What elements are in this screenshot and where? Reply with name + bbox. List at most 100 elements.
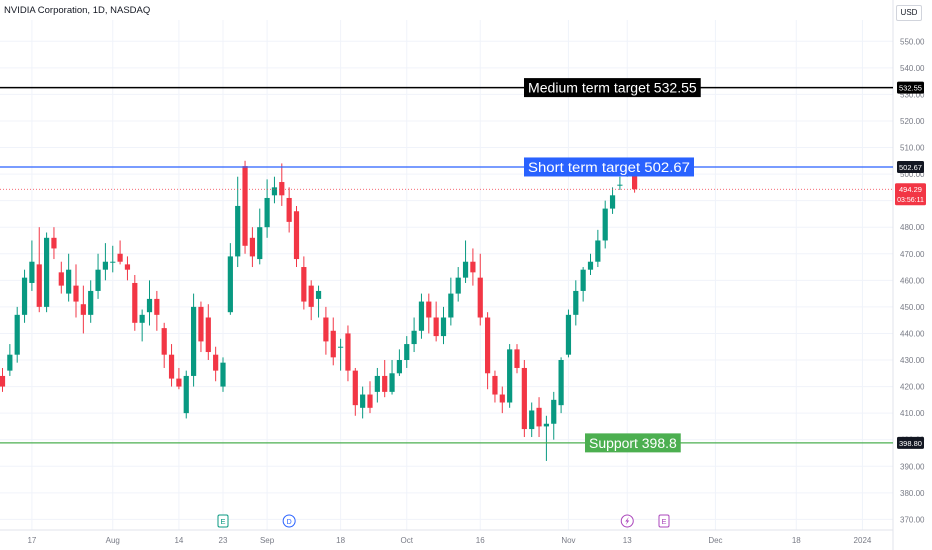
candle-body	[632, 166, 638, 190]
earnings-icon-letter: E	[220, 517, 225, 526]
y-tick-label: 410.00	[900, 409, 925, 418]
candle-body	[168, 354, 175, 379]
candle-body	[602, 208, 608, 241]
y-tick-label: 440.00	[900, 329, 925, 338]
earnings-icon[interactable]	[217, 514, 229, 528]
dividend-icon[interactable]	[282, 514, 296, 528]
candle-body	[257, 227, 263, 260]
candle-body	[235, 205, 241, 257]
y-tick-label: 370.00	[900, 515, 925, 524]
candle-body	[132, 282, 138, 323]
candle-body	[352, 370, 358, 406]
candle-body	[301, 267, 307, 302]
candle-body	[139, 314, 145, 323]
candle-body	[80, 304, 86, 315]
short-term-target-label: Short term target 502.67	[528, 160, 690, 175]
candle-body	[176, 378, 182, 387]
candle-body	[330, 330, 336, 358]
y-tick-label: 420.00	[900, 383, 925, 392]
candle-body	[0, 375, 6, 387]
candle-body	[183, 375, 189, 414]
x-tick-label: Sep	[260, 536, 275, 545]
medium-term-target-price-tag-text: 532.55	[899, 84, 922, 93]
candle-body	[21, 277, 28, 315]
y-tick-label: 470.00	[900, 250, 925, 259]
candle-body	[220, 362, 226, 387]
x-tick-label: Aug	[106, 536, 120, 545]
candle-body	[580, 269, 586, 291]
candle-body	[345, 333, 351, 371]
earnings-icon[interactable]	[658, 514, 670, 528]
y-tick-label: 380.00	[900, 489, 925, 498]
candle-body	[477, 277, 483, 318]
candle-body	[205, 317, 211, 353]
candle-body	[587, 261, 594, 270]
symbol-title[interactable]: NVIDIA Corporation, 1D, NASDAQ	[4, 5, 151, 16]
support-label-box	[585, 433, 681, 453]
candle-body	[338, 346, 344, 348]
x-tick-label: 13	[623, 536, 632, 545]
candle-body	[315, 290, 322, 299]
candle-body	[595, 240, 601, 262]
candle-body	[492, 375, 498, 395]
candle-body	[418, 301, 425, 331]
candle-body	[529, 410, 535, 430]
y-tick-label: 450.00	[900, 303, 925, 312]
candle-body	[507, 349, 513, 403]
x-tick-label: 14	[174, 536, 183, 545]
x-tick-label: 18	[792, 536, 801, 545]
candle-body	[374, 375, 380, 392]
y-tick-label: 390.00	[900, 462, 925, 471]
candle-body	[66, 269, 72, 294]
candle-body	[440, 317, 447, 337]
candle-body	[433, 317, 439, 337]
currency-button[interactable]: USD	[896, 5, 922, 21]
candle-body	[191, 306, 197, 376]
candle-body	[7, 354, 13, 371]
candle-body	[411, 330, 417, 345]
support-label: Support 398.8	[589, 436, 677, 451]
x-tick-label: 23	[219, 536, 228, 545]
short-term-target-label-box	[524, 157, 694, 177]
candle-body	[551, 399, 557, 424]
candle-body	[521, 367, 527, 430]
last-price-value: 494.29	[899, 185, 922, 194]
candle-body	[264, 197, 270, 228]
candle-body	[117, 253, 123, 262]
candle-body	[323, 317, 329, 342]
earnings-icon-letter: E	[661, 517, 666, 526]
candle-body	[499, 394, 505, 403]
candle-body	[110, 261, 116, 263]
candle-body	[367, 394, 373, 408]
x-tick-label: 2024	[854, 536, 872, 545]
candle-body	[565, 314, 572, 355]
candle-body	[573, 290, 579, 315]
candle-body	[58, 272, 64, 286]
candle-body	[485, 317, 491, 374]
y-tick-label: 430.00	[900, 356, 925, 365]
candle-body	[308, 285, 314, 307]
x-tick-label: 17	[27, 536, 36, 545]
medium-term-target-label: Medium term target 532.55	[528, 81, 697, 96]
candle-body	[51, 237, 57, 249]
y-tick-label: 550.00	[900, 37, 925, 46]
short-term-target-price-tag-text: 502.67	[899, 163, 922, 172]
candle-body	[44, 237, 50, 307]
short-term-target-price-tag	[897, 160, 924, 173]
candle-body	[124, 264, 131, 270]
y-tick-label: 540.00	[900, 64, 925, 73]
y-tick-label: 520.00	[900, 117, 925, 126]
y-tick-label: 530.00	[900, 90, 925, 99]
candle-body	[227, 256, 233, 313]
support-price-tag	[897, 436, 924, 449]
candle-body	[360, 394, 366, 408]
candle-body	[36, 264, 42, 307]
candle-body	[161, 328, 167, 355]
y-tick-label: 500.00	[900, 170, 925, 179]
candle-body	[404, 344, 410, 360]
candle-body	[198, 306, 204, 342]
candle-body	[95, 269, 101, 291]
candle-body	[396, 360, 402, 374]
bar-countdown: 03:56:11	[897, 197, 924, 204]
